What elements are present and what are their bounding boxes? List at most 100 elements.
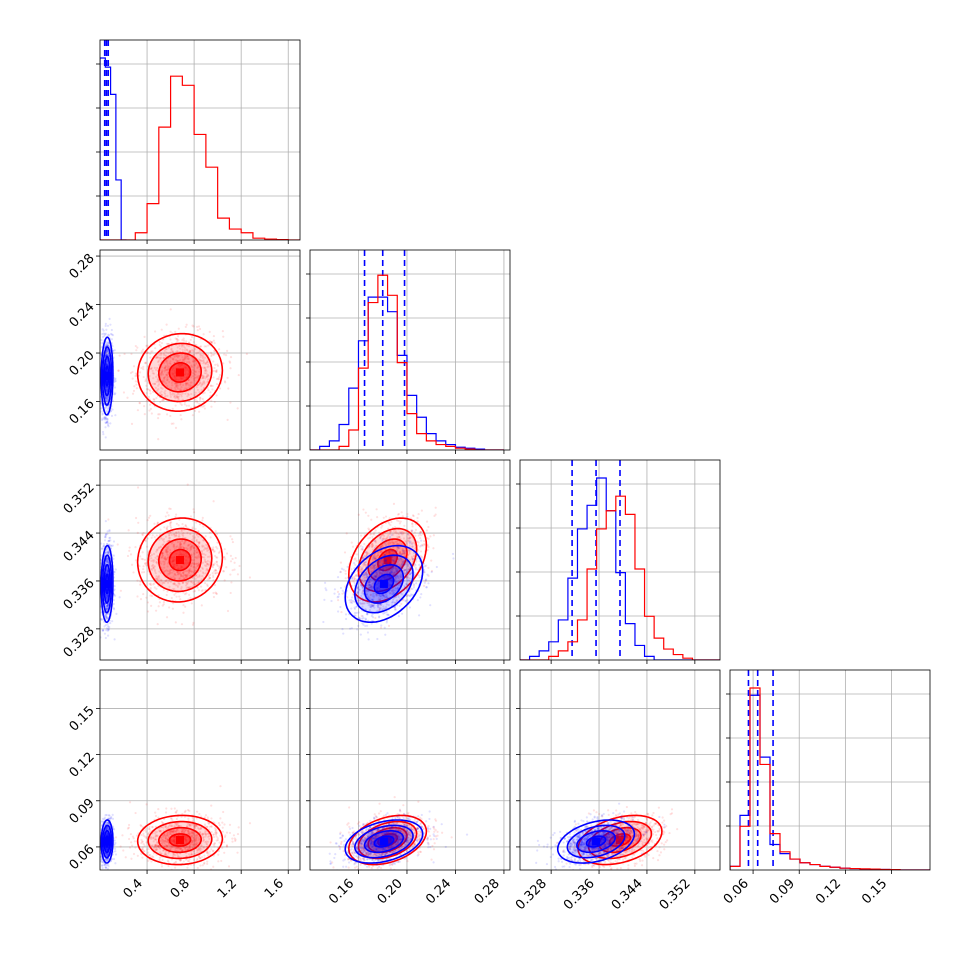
sample-point bbox=[159, 545, 162, 548]
sample-point bbox=[186, 531, 189, 535]
sample-point bbox=[223, 380, 227, 383]
sample-point bbox=[175, 396, 178, 399]
sample-point bbox=[182, 573, 185, 576]
sample-point bbox=[218, 567, 221, 570]
sample-point bbox=[177, 395, 181, 398]
sample-point bbox=[179, 575, 183, 578]
sample-point bbox=[152, 377, 155, 380]
sample-point bbox=[168, 539, 171, 542]
sample-point bbox=[205, 569, 208, 572]
sample-point bbox=[165, 382, 168, 385]
sample-point bbox=[164, 515, 167, 518]
sample-point bbox=[229, 356, 233, 359]
sample-point bbox=[178, 571, 182, 574]
sample-point bbox=[152, 583, 155, 586]
sample-point bbox=[110, 333, 114, 336]
sample-point bbox=[182, 571, 185, 575]
sample-point bbox=[382, 537, 385, 540]
sample-point bbox=[156, 377, 159, 381]
sample-point bbox=[103, 539, 107, 542]
sample-point bbox=[376, 553, 380, 557]
sample-point bbox=[433, 514, 436, 518]
sample-point bbox=[172, 602, 175, 605]
sample-point bbox=[177, 387, 180, 390]
sample-point bbox=[101, 328, 104, 331]
sample-point bbox=[343, 551, 347, 554]
sample-point bbox=[397, 542, 401, 546]
sample-point bbox=[325, 588, 328, 592]
sample-point bbox=[209, 340, 213, 344]
sample-point bbox=[218, 387, 222, 390]
sample-point bbox=[105, 571, 109, 574]
sample-point bbox=[432, 547, 435, 550]
sample-point bbox=[375, 508, 378, 511]
sample-point bbox=[179, 347, 182, 350]
sample-point bbox=[198, 523, 202, 526]
sample-point bbox=[175, 338, 178, 341]
sample-point bbox=[104, 342, 107, 346]
sample-point bbox=[194, 370, 197, 374]
y-tick-label: 0.16 bbox=[67, 397, 98, 428]
sample-point bbox=[185, 569, 189, 573]
sample-point bbox=[184, 575, 188, 578]
sample-point bbox=[370, 603, 373, 606]
sample-point bbox=[215, 369, 218, 372]
sample-point bbox=[198, 541, 201, 544]
sample-point bbox=[427, 525, 430, 529]
sample-point bbox=[178, 572, 181, 576]
sample-point bbox=[152, 565, 155, 568]
sample-point bbox=[187, 393, 190, 396]
sample-point bbox=[202, 366, 205, 369]
sample-point bbox=[142, 565, 145, 568]
sample-point bbox=[338, 593, 341, 596]
sample-point bbox=[167, 514, 170, 517]
sample-point bbox=[185, 576, 188, 579]
sample-point bbox=[201, 589, 204, 592]
sample-point bbox=[184, 392, 187, 395]
sample-point bbox=[100, 558, 102, 561]
sample-point bbox=[190, 570, 193, 573]
sample-point bbox=[181, 348, 184, 351]
sample-point bbox=[173, 588, 176, 591]
sample-point bbox=[103, 632, 107, 635]
sample-point bbox=[153, 382, 156, 386]
sample-point bbox=[193, 372, 196, 376]
sample-point bbox=[204, 368, 207, 371]
sample-point bbox=[206, 363, 210, 366]
sample-point bbox=[206, 359, 209, 362]
sample-point bbox=[163, 391, 166, 394]
sample-point bbox=[193, 364, 197, 367]
sample-point bbox=[105, 386, 108, 389]
sample-point bbox=[229, 560, 233, 563]
sample-point bbox=[198, 542, 201, 545]
sample-point bbox=[189, 406, 193, 409]
sample-point bbox=[212, 579, 215, 582]
sample-point bbox=[184, 570, 187, 573]
sample-point bbox=[379, 604, 382, 607]
sample-point bbox=[105, 560, 109, 564]
sample-point bbox=[213, 400, 216, 404]
sample-point bbox=[166, 377, 169, 380]
sample-point bbox=[198, 398, 202, 401]
sample-point bbox=[199, 382, 202, 385]
sample-point bbox=[214, 572, 217, 575]
sample-point bbox=[176, 570, 179, 573]
sample-point bbox=[104, 534, 107, 537]
sample-point bbox=[379, 550, 382, 554]
sample-point bbox=[105, 604, 109, 608]
sample-point bbox=[378, 531, 381, 534]
sample-point bbox=[374, 616, 377, 620]
sample-point bbox=[215, 533, 219, 536]
sample-point bbox=[173, 577, 176, 580]
sample-point bbox=[105, 571, 109, 575]
panel-1-1 bbox=[306, 249, 511, 454]
sample-point bbox=[212, 369, 216, 373]
sample-point bbox=[105, 350, 108, 353]
sample-point bbox=[175, 350, 178, 353]
sample-point bbox=[165, 546, 168, 549]
sample-point bbox=[183, 349, 186, 352]
sample-point bbox=[389, 523, 392, 527]
sample-point bbox=[166, 581, 170, 584]
sample-point bbox=[106, 570, 109, 573]
sample-point bbox=[148, 403, 152, 406]
